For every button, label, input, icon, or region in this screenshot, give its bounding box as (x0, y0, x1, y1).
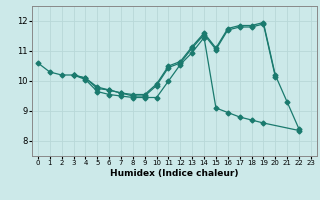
X-axis label: Humidex (Indice chaleur): Humidex (Indice chaleur) (110, 169, 239, 178)
